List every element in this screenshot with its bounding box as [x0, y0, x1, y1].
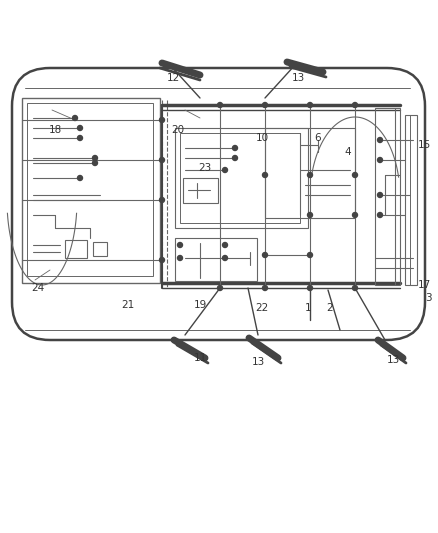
Bar [265, 128, 355, 218]
Circle shape [159, 198, 165, 203]
Circle shape [223, 255, 227, 261]
Bar [175, 238, 257, 281]
Text: 19: 19 [193, 300, 207, 310]
Circle shape [92, 156, 98, 160]
Circle shape [78, 135, 82, 141]
Circle shape [307, 253, 312, 257]
Circle shape [353, 286, 357, 290]
Circle shape [307, 213, 312, 217]
Bar [405, 115, 417, 285]
Text: 10: 10 [255, 133, 268, 143]
Text: 1: 1 [305, 303, 311, 313]
Text: 12: 12 [166, 73, 180, 83]
Text: 22: 22 [255, 303, 268, 313]
Text: 4: 4 [345, 147, 351, 157]
Circle shape [218, 102, 223, 108]
Text: 11: 11 [193, 353, 207, 363]
Circle shape [262, 253, 268, 257]
Circle shape [307, 102, 312, 108]
Circle shape [92, 160, 98, 166]
Bar [375, 108, 400, 285]
Circle shape [378, 157, 382, 163]
Bar [22, 98, 160, 283]
Text: 24: 24 [32, 283, 45, 293]
Circle shape [78, 175, 82, 181]
Text: 3: 3 [425, 293, 431, 303]
Text: 23: 23 [198, 163, 212, 173]
Circle shape [233, 146, 237, 150]
Circle shape [353, 102, 357, 108]
Text: 13: 13 [386, 355, 399, 365]
Text: 2: 2 [327, 303, 333, 313]
Text: 13: 13 [251, 357, 265, 367]
Text: 18: 18 [48, 125, 62, 135]
Circle shape [262, 286, 268, 290]
Circle shape [223, 243, 227, 247]
Circle shape [177, 243, 183, 247]
Circle shape [353, 213, 357, 217]
Circle shape [159, 157, 165, 163]
Circle shape [378, 192, 382, 198]
Bar [27, 103, 153, 276]
Circle shape [159, 257, 165, 262]
Text: 17: 17 [417, 280, 431, 290]
Bar [175, 128, 308, 228]
Circle shape [78, 125, 82, 131]
Text: 21: 21 [121, 300, 134, 310]
Circle shape [378, 138, 382, 142]
Circle shape [159, 117, 165, 123]
Text: 20: 20 [171, 125, 184, 135]
Bar [180, 133, 300, 223]
Circle shape [177, 255, 183, 261]
Text: 15: 15 [417, 140, 431, 150]
Circle shape [307, 286, 312, 290]
Circle shape [73, 116, 78, 120]
Circle shape [218, 286, 223, 290]
Circle shape [307, 173, 312, 177]
Bar [65, 240, 87, 258]
Circle shape [233, 156, 237, 160]
Circle shape [353, 173, 357, 177]
Text: 6: 6 [314, 133, 321, 143]
Bar [183, 178, 218, 203]
Circle shape [378, 213, 382, 217]
Circle shape [262, 102, 268, 108]
Circle shape [262, 173, 268, 177]
Bar [93, 242, 107, 256]
Text: 13: 13 [291, 73, 304, 83]
Circle shape [223, 167, 227, 173]
